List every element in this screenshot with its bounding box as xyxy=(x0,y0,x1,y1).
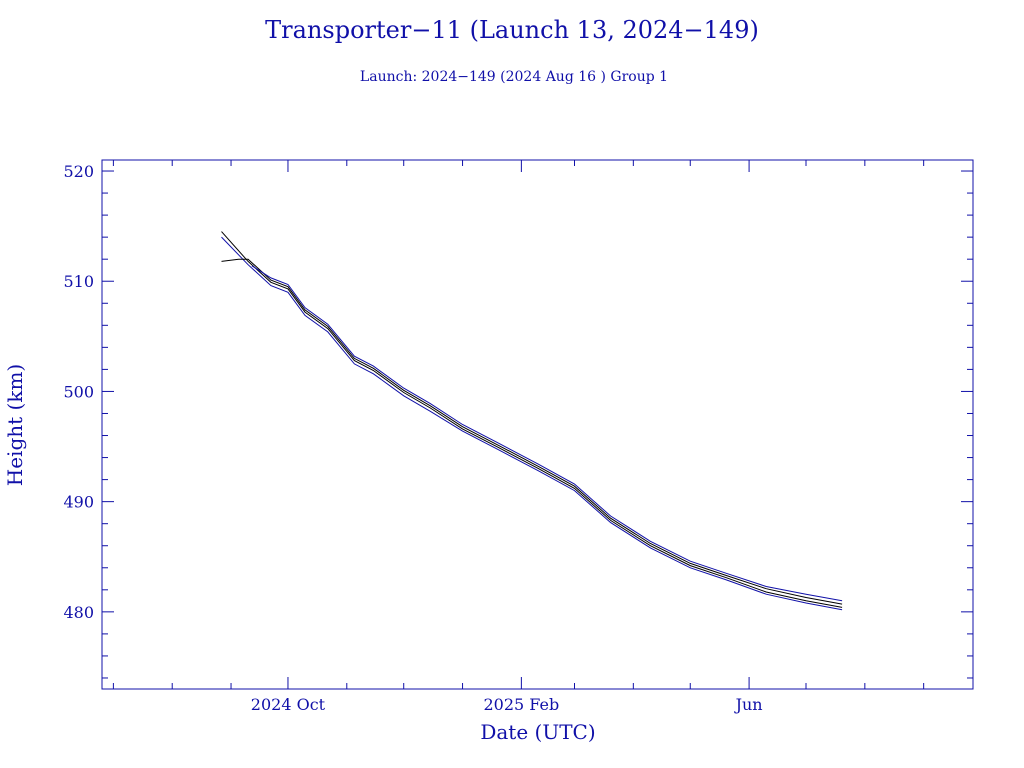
y-tick-label: 520 xyxy=(63,162,94,181)
y-axis-label: Height (km) xyxy=(3,364,27,486)
chart-subtitle: Launch: 2024−149 (2024 Aug 16 ) Group 1 xyxy=(360,69,668,85)
x-tick-label: 2024 Oct xyxy=(251,695,326,714)
series-line-2 xyxy=(221,236,843,611)
x-axis-label: Date (UTC) xyxy=(480,720,595,744)
y-tick-label: 490 xyxy=(63,493,94,512)
series-line-3 xyxy=(221,258,843,605)
series-line-4 xyxy=(251,265,843,602)
x-tick-label: Jun xyxy=(734,695,763,714)
series-lines xyxy=(221,231,843,611)
plot-frame xyxy=(101,159,974,690)
y-tick-label: 480 xyxy=(63,603,94,622)
series-line-1 xyxy=(221,231,843,608)
y-tick-label: 510 xyxy=(63,272,94,291)
axis-ticks: 480 490 500 510 520 2024 Oct 2025 Feb Jun xyxy=(63,160,973,714)
chart-title: Transporter−11 (Launch 13, 2024−149) xyxy=(265,16,759,44)
x-tick-label: 2025 Feb xyxy=(483,695,559,714)
y-tick-label: 500 xyxy=(63,382,94,401)
